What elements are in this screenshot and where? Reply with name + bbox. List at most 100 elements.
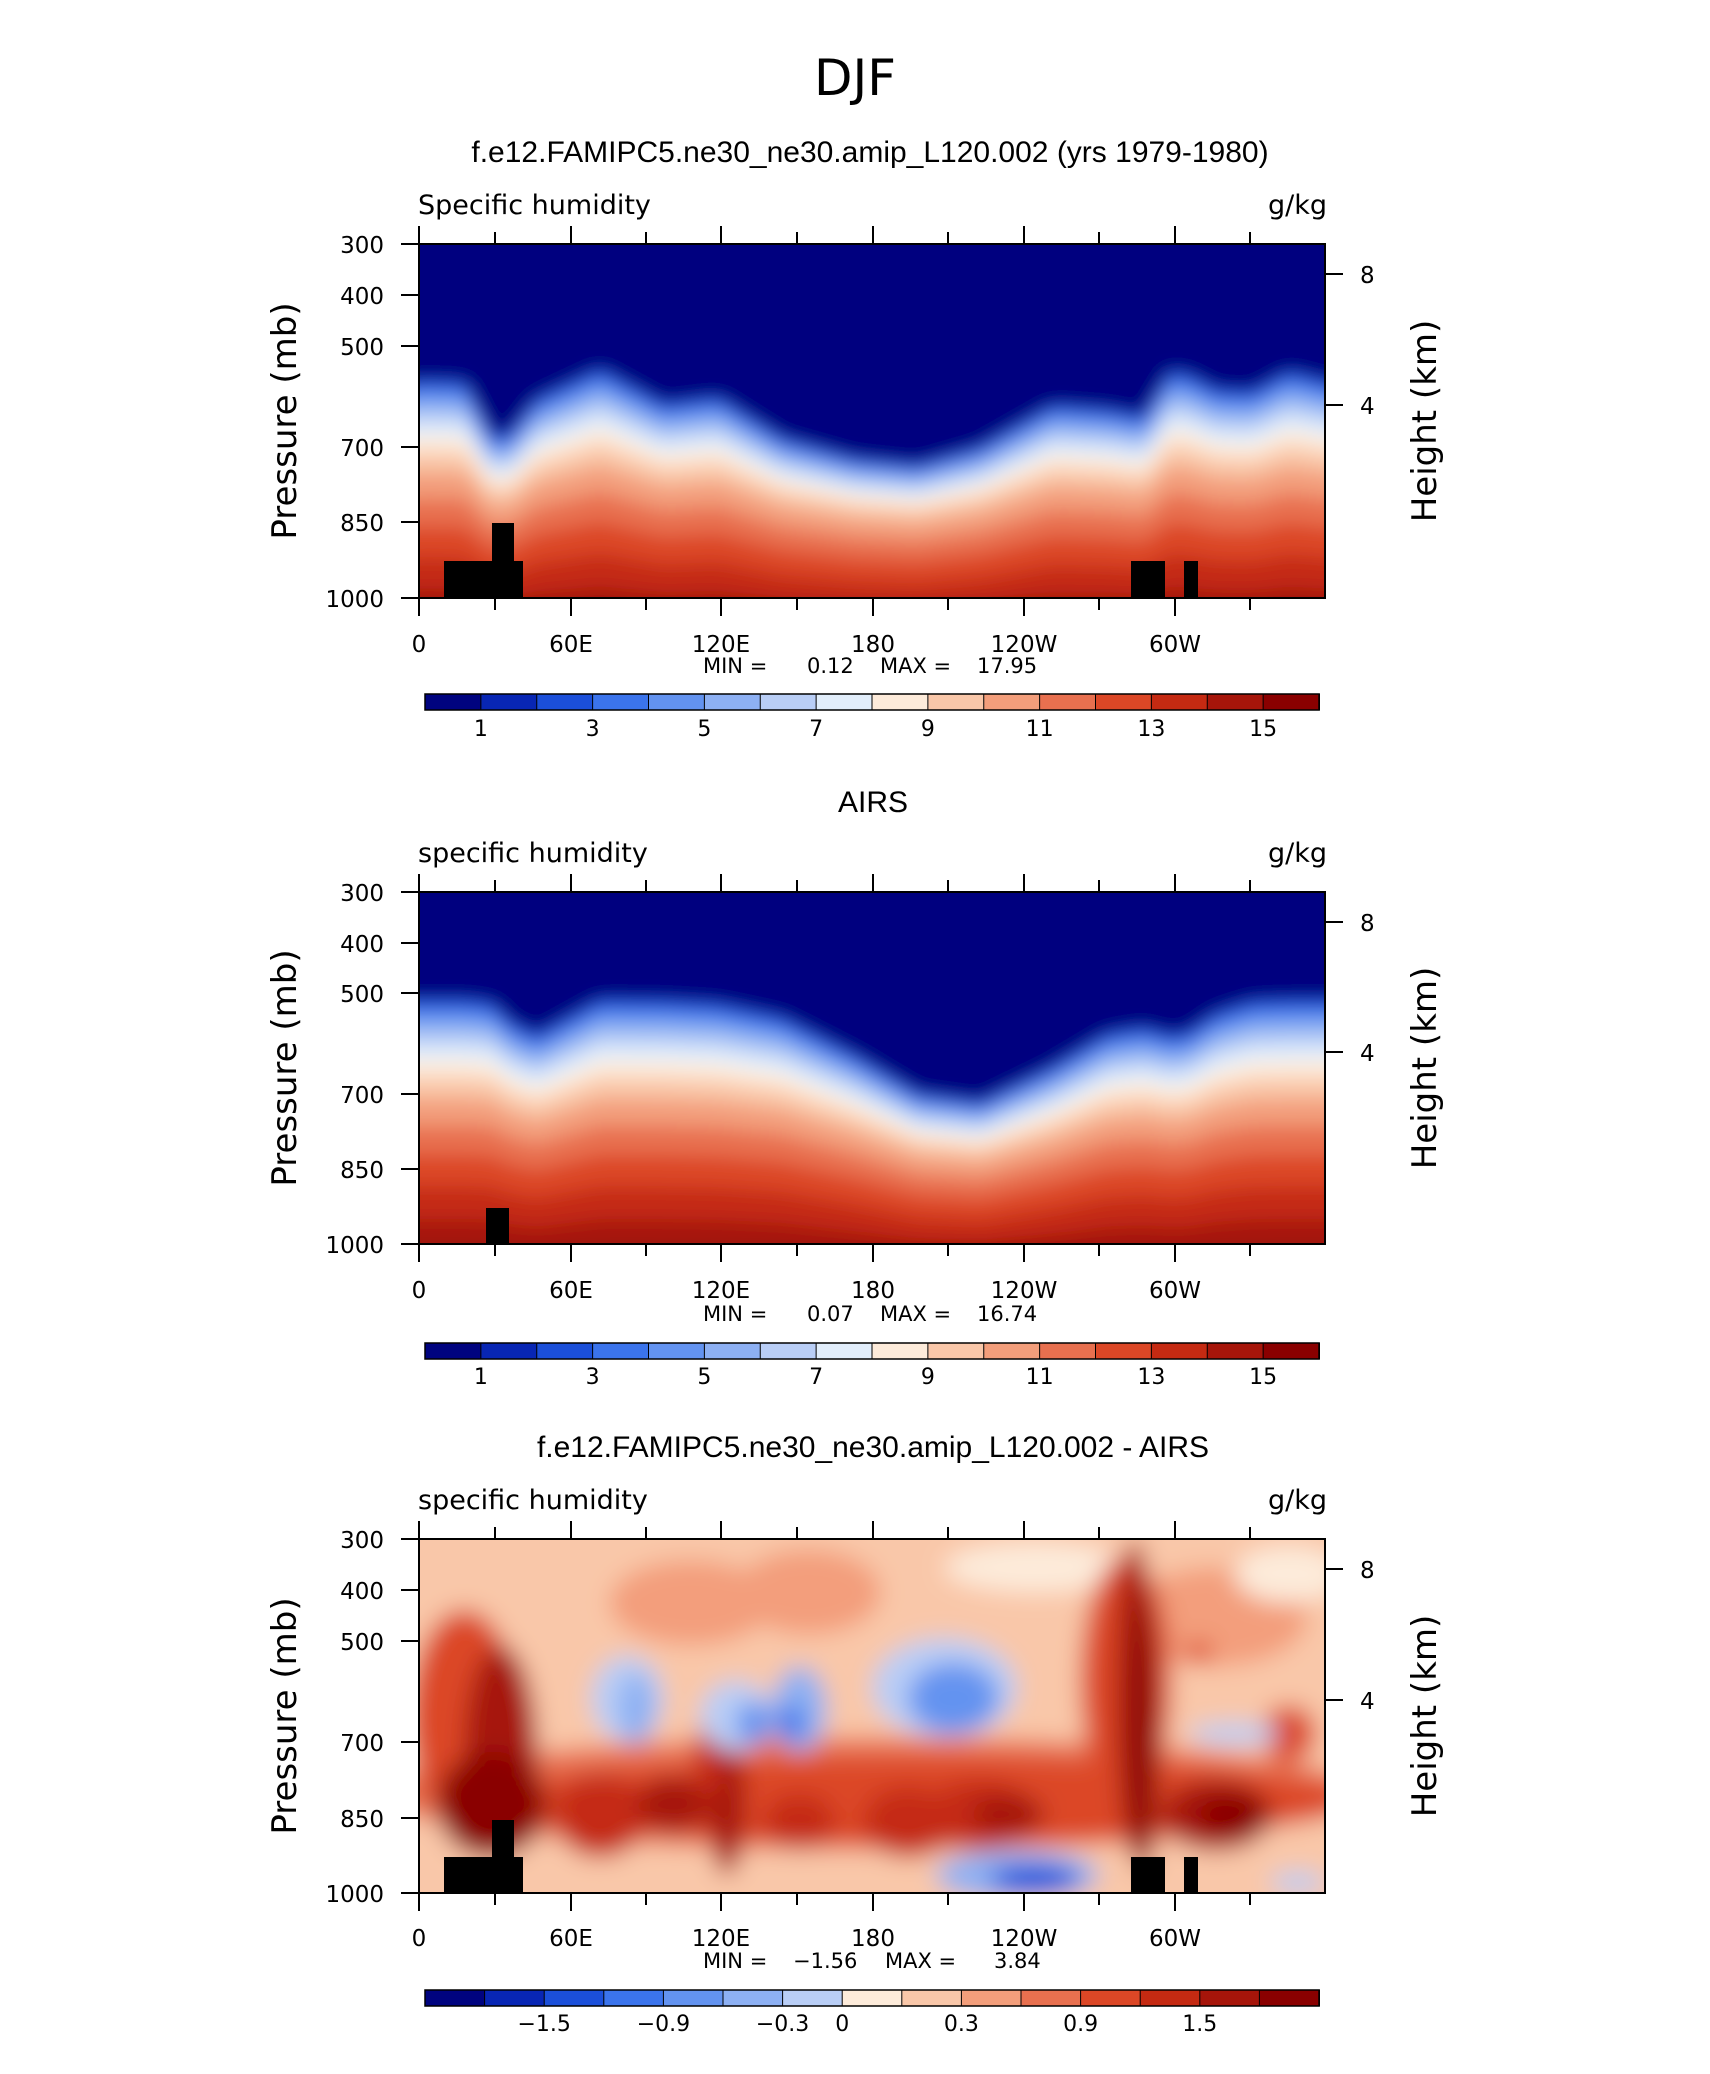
contour-blob bbox=[1270, 1871, 1325, 1893]
missing-block bbox=[1184, 561, 1198, 598]
max-label: MAX = bbox=[880, 654, 951, 678]
missing-block bbox=[1184, 1857, 1198, 1893]
contour-band bbox=[419, 553, 1325, 598]
colorbar-labels: 1 3 5 7 9 11 13 15 bbox=[474, 1365, 1277, 1390]
longitude-tick: 120E bbox=[692, 632, 750, 658]
colorbar-label: 11 bbox=[1026, 717, 1054, 742]
height-tick-labels: 8 4 bbox=[1360, 911, 1375, 1067]
contour-band bbox=[419, 1219, 1325, 1244]
colorbar bbox=[424, 1342, 1320, 1360]
colorbar-label: 7 bbox=[809, 717, 823, 742]
colorbar-label: 3 bbox=[586, 717, 600, 742]
longitude-tick: 60E bbox=[549, 1926, 593, 1952]
min-value: 0.12 bbox=[807, 654, 854, 678]
colorbar-swatch bbox=[648, 693, 706, 711]
longitude-tick: 180 bbox=[851, 632, 895, 658]
pressure-tick: 700 bbox=[340, 1731, 384, 1757]
pressure-tick-labels: 300 400 500 700 850 1000 bbox=[325, 881, 384, 1259]
colorbar-label: −0.9 bbox=[637, 2012, 690, 2037]
colorbar bbox=[424, 693, 1320, 711]
pressure-tick: 400 bbox=[340, 284, 384, 310]
min-value: −1.56 bbox=[793, 1949, 857, 1973]
colorbar-swatch bbox=[722, 1989, 784, 2007]
colorbar-swatch bbox=[815, 1342, 873, 1360]
panel-title: f.e12.FAMIPC5.ne30_ne30.amip_L120.002 (y… bbox=[471, 136, 1268, 169]
max-value: 3.84 bbox=[994, 1949, 1041, 1973]
min-label: MIN = bbox=[703, 1302, 767, 1326]
colorbar-label: 15 bbox=[1249, 717, 1277, 742]
contour-band bbox=[419, 586, 1325, 598]
units-label: g/kg bbox=[1268, 838, 1327, 869]
variable-label: specific humidity bbox=[418, 1485, 648, 1516]
contour-blob bbox=[1184, 1641, 1212, 1663]
missing-block bbox=[486, 1208, 509, 1244]
pressure-tick: 1000 bbox=[325, 1233, 384, 1259]
height-axis-label: Height (km) bbox=[1405, 1615, 1445, 1818]
contour-blob bbox=[989, 1864, 1081, 1893]
colorbar-swatch bbox=[871, 1342, 929, 1360]
contour-field bbox=[419, 244, 1325, 598]
units-label: g/kg bbox=[1268, 1485, 1327, 1516]
pressure-tick: 850 bbox=[340, 1807, 384, 1833]
missing-data-blocks bbox=[444, 523, 1198, 598]
panel-airs: AIRS specific humidity g/kg bbox=[265, 786, 1445, 1390]
pressure-tick: 300 bbox=[340, 881, 384, 907]
colorbar-label: 9 bbox=[921, 1365, 935, 1390]
colorbar-swatch bbox=[1080, 1989, 1142, 2007]
panel-model: f.e12.FAMIPC5.ne30_ne30.amip_L120.002 (y… bbox=[265, 136, 1445, 742]
colorbar-swatch bbox=[927, 1342, 985, 1360]
colorbar-label: 0.9 bbox=[1063, 2012, 1098, 2037]
colorbar-label: 9 bbox=[921, 717, 935, 742]
pressure-tick: 850 bbox=[340, 1158, 384, 1184]
contour-field bbox=[419, 1539, 1325, 1893]
colorbar-swatch bbox=[543, 1989, 605, 2007]
contour-blob bbox=[944, 1542, 1126, 1593]
colorbar-swatch bbox=[480, 693, 538, 711]
missing-block bbox=[1131, 561, 1165, 598]
longitude-tick: 120W bbox=[991, 1278, 1058, 1304]
longitude-tick: 0 bbox=[412, 1278, 427, 1304]
height-tick: 8 bbox=[1360, 263, 1375, 289]
pressure-tick: 1000 bbox=[325, 587, 384, 613]
colorbar-swatch bbox=[1199, 1989, 1261, 2007]
colorbar-swatch bbox=[759, 1342, 818, 1360]
pressure-tick: 700 bbox=[340, 436, 384, 462]
colorbar-label: 5 bbox=[697, 1365, 711, 1390]
colorbar-swatch bbox=[841, 1989, 903, 2007]
colorbar-label: 11 bbox=[1026, 1365, 1054, 1390]
min-max-readout: MIN = −1.56 MAX = 3.84 bbox=[703, 1949, 1041, 1973]
pressure-tick-labels: 300 400 500 700 850 1000 bbox=[325, 233, 384, 613]
contour-blob bbox=[1198, 1793, 1271, 1837]
missing-block bbox=[492, 1820, 514, 1857]
colorbar-swatch bbox=[1206, 693, 1265, 711]
variable-label: Specific humidity bbox=[418, 190, 651, 221]
figure-title: DJF bbox=[814, 49, 896, 107]
contour-blob bbox=[763, 1793, 836, 1851]
variable-label: specific humidity bbox=[418, 838, 648, 869]
colorbar-swatch bbox=[815, 693, 873, 711]
colorbar-swatch bbox=[1262, 1342, 1320, 1360]
colorbar-swatch bbox=[1095, 1342, 1153, 1360]
colorbar-label: 0 bbox=[835, 2012, 849, 2037]
longitude-tick: 120E bbox=[692, 1926, 750, 1952]
colorbar-label: 15 bbox=[1249, 1365, 1277, 1390]
height-tick: 8 bbox=[1360, 911, 1375, 937]
contour-blob bbox=[554, 1772, 646, 1858]
colorbar-swatch bbox=[871, 693, 929, 711]
colorbar-swatch bbox=[592, 693, 650, 711]
colorbar-swatch bbox=[592, 1342, 650, 1360]
contour-blob bbox=[636, 1776, 709, 1833]
colorbar-swatch bbox=[662, 1989, 725, 2007]
pressure-tick: 500 bbox=[340, 335, 384, 361]
longitude-tick: 120E bbox=[692, 1278, 750, 1304]
max-label: MAX = bbox=[880, 1302, 951, 1326]
colorbar-label: 3 bbox=[586, 1365, 600, 1390]
pressure-axis-label: Pressure (mb) bbox=[265, 949, 305, 1186]
contour-blob bbox=[437, 1751, 546, 1858]
plot-frame bbox=[401, 1521, 1343, 1911]
colorbar-label: 5 bbox=[697, 717, 711, 742]
colorbar-swatch bbox=[927, 693, 985, 711]
height-tick-labels: 8 4 bbox=[1360, 1558, 1375, 1715]
colorbar-labels: −1.5 −0.9 −0.3 0 0.3 0.9 1.5 bbox=[517, 2012, 1217, 2037]
missing-data-blocks bbox=[444, 1820, 1198, 1893]
